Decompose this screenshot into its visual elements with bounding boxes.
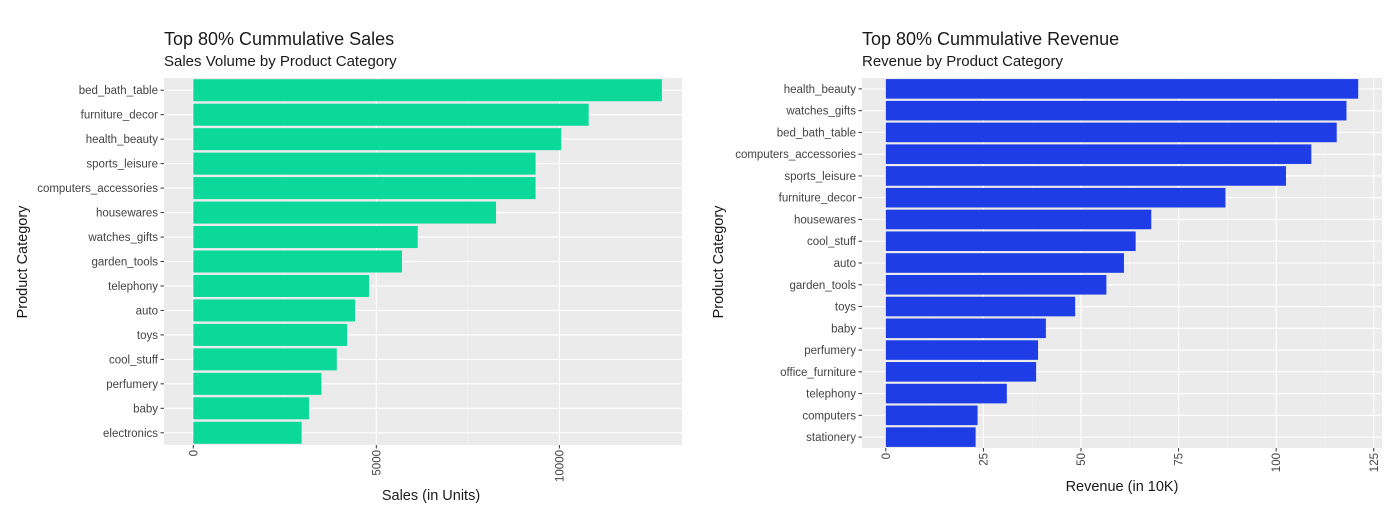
left-plot-area: bed_bath_table furniture_decor health_beau… xyxy=(37,78,682,482)
right-bar-telephony xyxy=(885,383,1007,404)
left-category-label: health_beauty xyxy=(86,134,159,146)
right-category-label: perfumery xyxy=(804,345,856,357)
left-chart-title: Top 80% Cummulative Sales xyxy=(164,29,394,49)
right-category-label: toys xyxy=(835,302,856,314)
right-category-label: sports_leisure xyxy=(784,171,856,183)
left-x-tick-label: 0 xyxy=(188,450,200,456)
right-x-tick-label: 50 xyxy=(1076,453,1088,466)
right-category-label: auto xyxy=(834,258,856,270)
left-category-label: garden_tools xyxy=(92,257,159,269)
left-bar-watches_gifts xyxy=(193,226,418,249)
right-chart-subtitle: Revenue by Product Category xyxy=(862,53,1063,70)
right-bar-baby xyxy=(885,318,1046,339)
left-category-label: perfumery xyxy=(106,379,158,391)
right-category-label: furniture_decor xyxy=(779,193,857,205)
right-category-label: bed_bath_table xyxy=(777,127,856,139)
left-bar-sports_leisure xyxy=(193,152,536,175)
left-bar-housewares xyxy=(193,201,497,224)
right-category-label: watches_gifts xyxy=(785,106,856,118)
left-bar-electronics xyxy=(193,421,302,444)
left-x-tick-label: 5000 xyxy=(371,450,383,476)
right-bar-cool_stuff xyxy=(885,231,1136,252)
right-bar-furniture_decor xyxy=(885,187,1226,208)
left-bar-baby xyxy=(193,397,309,420)
right-bar-housewares xyxy=(885,209,1152,230)
right-category-label: computers_accessories xyxy=(735,149,856,161)
left-category-label: cool_stuff xyxy=(109,354,159,366)
right-x-tick-label: 75 xyxy=(1174,453,1186,466)
left-category-label: computers_accessories xyxy=(37,183,158,195)
left-x-axis-title: Sales (in Units) xyxy=(382,488,480,504)
right-y-axis-title: Product Category xyxy=(711,205,727,319)
left-bar-telephony xyxy=(193,274,370,297)
right-x-tick-label: 0 xyxy=(881,453,893,459)
right-x-axis-title: Revenue (in 10K) xyxy=(1066,479,1179,495)
left-category-label: housewares xyxy=(96,208,158,220)
left-bar-cool_stuff xyxy=(193,348,337,371)
left-bar-garden_tools xyxy=(193,250,402,273)
left-category-label: electronics xyxy=(103,428,158,440)
right-bar-computers xyxy=(885,405,978,426)
left-category-label: telephony xyxy=(108,281,158,293)
left-chart-subtitle: Sales Volume by Product Category xyxy=(164,53,397,70)
left-bar-health_beauty xyxy=(193,128,562,151)
left-category-label: furniture_decor xyxy=(81,110,159,122)
left-bar-bed_bath_table xyxy=(193,79,662,102)
left-bar-furniture_decor xyxy=(193,103,589,126)
right-bar-watches_gifts xyxy=(885,100,1347,121)
left-bar-perfumery xyxy=(193,372,322,395)
right-bar-office_furniture xyxy=(885,362,1037,382)
left-category-label: bed_bath_table xyxy=(79,85,158,97)
right-bar-toys xyxy=(885,296,1076,317)
left-category-label: baby xyxy=(133,403,158,415)
right-category-label: housewares xyxy=(794,214,856,226)
left-x-tick-label: 10000 xyxy=(554,450,566,482)
right-category-label: health_beauty xyxy=(784,84,857,96)
right-category-label: computers xyxy=(802,410,856,422)
left-category-label: sports_leisure xyxy=(86,159,158,171)
right-x-tick-label: 25 xyxy=(978,453,990,466)
right-chart-title: Top 80% Cummulative Revenue xyxy=(862,29,1119,49)
right-bar-garden_tools xyxy=(885,274,1107,295)
right-bar-bed_bath_table xyxy=(885,122,1337,143)
right-bar-health_beauty xyxy=(885,79,1359,99)
left-bar-computers_accessories xyxy=(193,177,536,200)
right-bar-stationery xyxy=(885,427,976,447)
right-category-label: garden_tools xyxy=(790,280,857,292)
right-category-label: stationery xyxy=(806,432,856,444)
right-category-label: cool_stuff xyxy=(807,236,857,248)
left-y-axis-title: Product Category xyxy=(15,205,31,319)
left-category-label: auto xyxy=(136,305,158,317)
right-x-tick-label: 125 xyxy=(1369,453,1381,472)
left-category-label: watches_gifts xyxy=(87,232,158,244)
right-category-label: baby xyxy=(831,323,856,335)
right-category-label: telephony xyxy=(806,389,856,401)
left-category-label: toys xyxy=(137,330,158,342)
left-bar-toys xyxy=(193,323,348,346)
right-bar-sports_leisure xyxy=(885,166,1286,186)
right-bar-computers_accessories xyxy=(885,144,1312,164)
right-bar-auto xyxy=(885,253,1124,273)
right-plot-area: health_beauty watches_gifts bed_bath_table… xyxy=(735,78,1382,472)
right-bar-perfumery xyxy=(885,340,1039,360)
right-x-tick-label: 100 xyxy=(1271,453,1283,472)
left-bar-auto xyxy=(193,299,356,322)
right-category-label: office_furniture xyxy=(780,367,856,379)
